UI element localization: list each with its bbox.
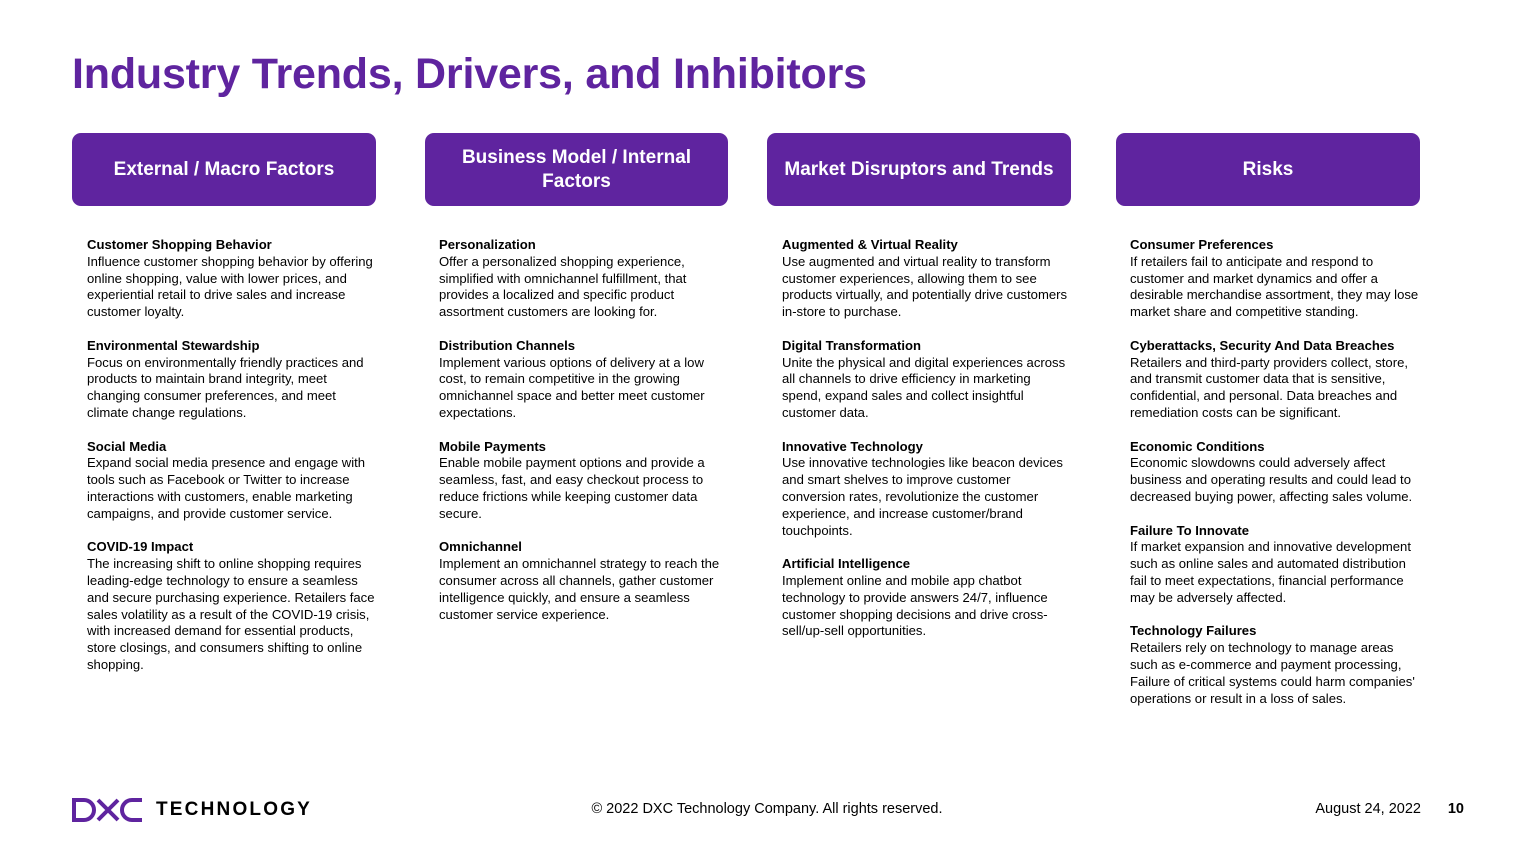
page-number: 10 (1447, 801, 1464, 817)
list-item: COVID-19 Impact The increasing shift to … (87, 539, 376, 673)
logo-text: TECHNOLOGY (156, 799, 313, 820)
list-item: Mobile Payments Enable mobile payment op… (439, 439, 729, 523)
item-text: Use innovative technologies like beacon … (782, 455, 1063, 538)
item-title: Social Media (87, 438, 167, 454)
item-title: Digital Transformation (782, 337, 921, 353)
item-text: Offer a personalized shopping experience… (439, 253, 687, 320)
list-item: Artificial Intelligence Implement online… (782, 556, 1072, 640)
item-text: Retailers rely on technology to manage a… (1130, 640, 1415, 706)
dxc-logo-icon (72, 798, 142, 822)
list-item: Digital Transformation Unite the physica… (782, 338, 1072, 422)
item-text: Implement online and mobile app chatbot … (782, 572, 1048, 639)
page-title: Industry Trends, Drivers, and Inhibitors (72, 50, 867, 98)
header-label: External / Macro Factors (113, 158, 335, 180)
item-title: Economic Conditions (1130, 438, 1265, 454)
item-title: COVID-19 Impact (87, 539, 194, 555)
item-title: Omnichannel (439, 539, 522, 555)
item-text: Focus on environmentally friendly practi… (87, 354, 364, 420)
list-item: Economic Conditions Economic slowdowns c… (1130, 439, 1424, 506)
list-item: Failure To Innovate If market expansion … (1130, 523, 1424, 607)
footer-date: August 24, 2022 (1315, 801, 1421, 817)
item-text: Retailers and third-party providers coll… (1130, 354, 1408, 420)
item-text: Influence customer shopping behavior by … (87, 253, 373, 320)
list-item: Social Media Expand social media presenc… (87, 439, 376, 523)
dxc-logo: TECHNOLOGY (72, 796, 312, 824)
item-title: Technology Failures (1130, 623, 1257, 639)
item-title: Environmental Stewardship (87, 337, 260, 353)
item-title: Innovative Technology (782, 438, 923, 454)
item-text: The increasing shift to online shopping … (87, 556, 375, 672)
item-text: If market expansion and innovative devel… (1130, 539, 1411, 605)
column-risks: Consumer Preferences If retailers fail t… (1130, 237, 1424, 724)
item-title: Augmented & Virtual Reality (782, 237, 958, 252)
header-label: Business Model / Internal Factors (461, 146, 692, 192)
list-item: Customer Shopping Behavior Influence cus… (87, 237, 376, 321)
column-business-model: Personalization Offer a personalized sho… (439, 237, 729, 640)
item-title: Personalization (439, 237, 536, 252)
list-item: Innovative Technology Use innovative tec… (782, 439, 1072, 540)
item-text: Unite the physical and digital experienc… (782, 354, 1066, 420)
item-text: If retailers fail to anticipate and resp… (1130, 253, 1419, 320)
header-risks: Risks (1116, 133, 1420, 206)
item-title: Artificial Intelligence (782, 556, 911, 572)
header-market-disruptors: Market Disruptors and Trends (767, 133, 1071, 206)
header-label: Market Disruptors and Trends (784, 158, 1054, 180)
list-item: Cyberattacks, Security And Data Breaches… (1130, 338, 1424, 422)
header-label: Risks (1242, 158, 1294, 180)
header-business-model: Business Model / Internal Factors (425, 133, 728, 206)
item-title: Mobile Payments (439, 438, 546, 454)
item-text: Use augmented and virtual reality to tra… (782, 253, 1068, 320)
list-item: Personalization Offer a personalized sho… (439, 237, 729, 321)
item-text: Implement an omnichannel strategy to rea… (439, 556, 720, 622)
item-text: Expand social media presence and engage … (87, 455, 366, 521)
item-text: Implement various options of delivery at… (439, 354, 705, 420)
item-title: Cyberattacks, Security And Data Breaches (1130, 337, 1395, 353)
item-title: Distribution Channels (439, 337, 576, 353)
header-external-macro: External / Macro Factors (72, 133, 376, 206)
copyright: © 2022 DXC Technology Company. All right… (591, 801, 943, 817)
list-item: Augmented & Virtual Reality Use augmente… (782, 237, 1072, 321)
list-item: Environmental Stewardship Focus on envir… (87, 338, 376, 422)
list-item: Technology Failures Retailers rely on te… (1130, 623, 1424, 707)
item-title: Customer Shopping Behavior (87, 237, 272, 252)
item-title: Failure To Innovate (1130, 522, 1250, 538)
list-item: Omnichannel Implement an omnichannel str… (439, 539, 729, 623)
list-item: Distribution Channels Implement various … (439, 338, 729, 422)
item-text: Economic slowdowns could adversely affec… (1130, 455, 1413, 504)
column-market-disruptors: Augmented & Virtual Reality Use augmente… (782, 237, 1072, 657)
item-title: Consumer Preferences (1130, 237, 1274, 252)
item-text: Enable mobile payment options and provid… (439, 455, 705, 521)
column-external-macro: Customer Shopping Behavior Influence cus… (87, 237, 376, 691)
list-item: Consumer Preferences If retailers fail t… (1130, 237, 1424, 321)
